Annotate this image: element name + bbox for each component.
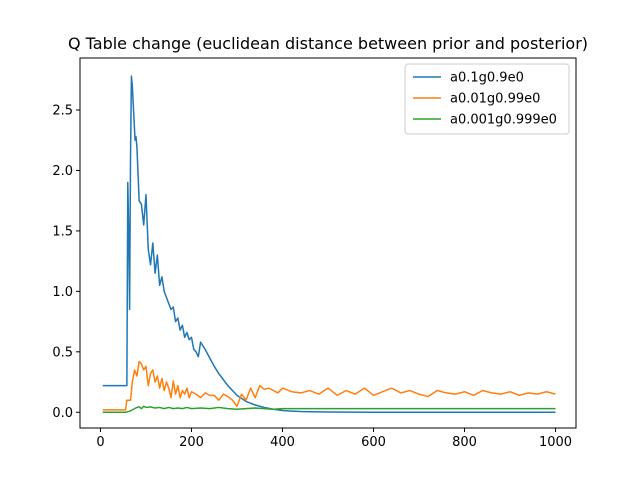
series-line-2 (102, 360, 556, 411)
chart-title: Q Table change (euclidean distance betwe… (68, 34, 588, 53)
plot-frame (79, 57, 577, 429)
series-layer (102, 75, 556, 414)
series-line-3 (102, 405, 556, 414)
x-tick-label: 800 (452, 435, 477, 450)
series-line-1 (102, 75, 556, 414)
x-tick-label: 600 (361, 435, 386, 450)
x-tick-label: 0 (96, 435, 104, 450)
y-tick-label: 1.5 (52, 224, 73, 239)
y-tick-label: 0.0 (52, 406, 73, 421)
y-tick-label: 1.0 (52, 285, 73, 300)
legend-label: a0.001g0.999e0 (450, 113, 557, 128)
legend-label: a0.01g0.99e0 (450, 92, 540, 107)
x-tick-label: 1000 (539, 435, 572, 450)
y-axis: 0.0 0.5 1.0 1.5 2.0 2.5 (52, 103, 80, 421)
x-tick-label: 200 (179, 435, 204, 450)
legend-label: a0.1g0.9e0 (450, 71, 524, 86)
x-tick-label: 400 (270, 435, 295, 450)
y-tick-label: 0.5 (52, 345, 73, 360)
legend: a0.1g0.9e0 a0.01g0.99e0 a0.001g0.999e0 (404, 63, 570, 135)
y-tick-label: 2.5 (52, 103, 73, 118)
legend-box (404, 63, 570, 135)
x-axis: 0 200 400 600 800 1000 (96, 428, 572, 450)
y-tick-label: 2.0 (52, 164, 73, 179)
